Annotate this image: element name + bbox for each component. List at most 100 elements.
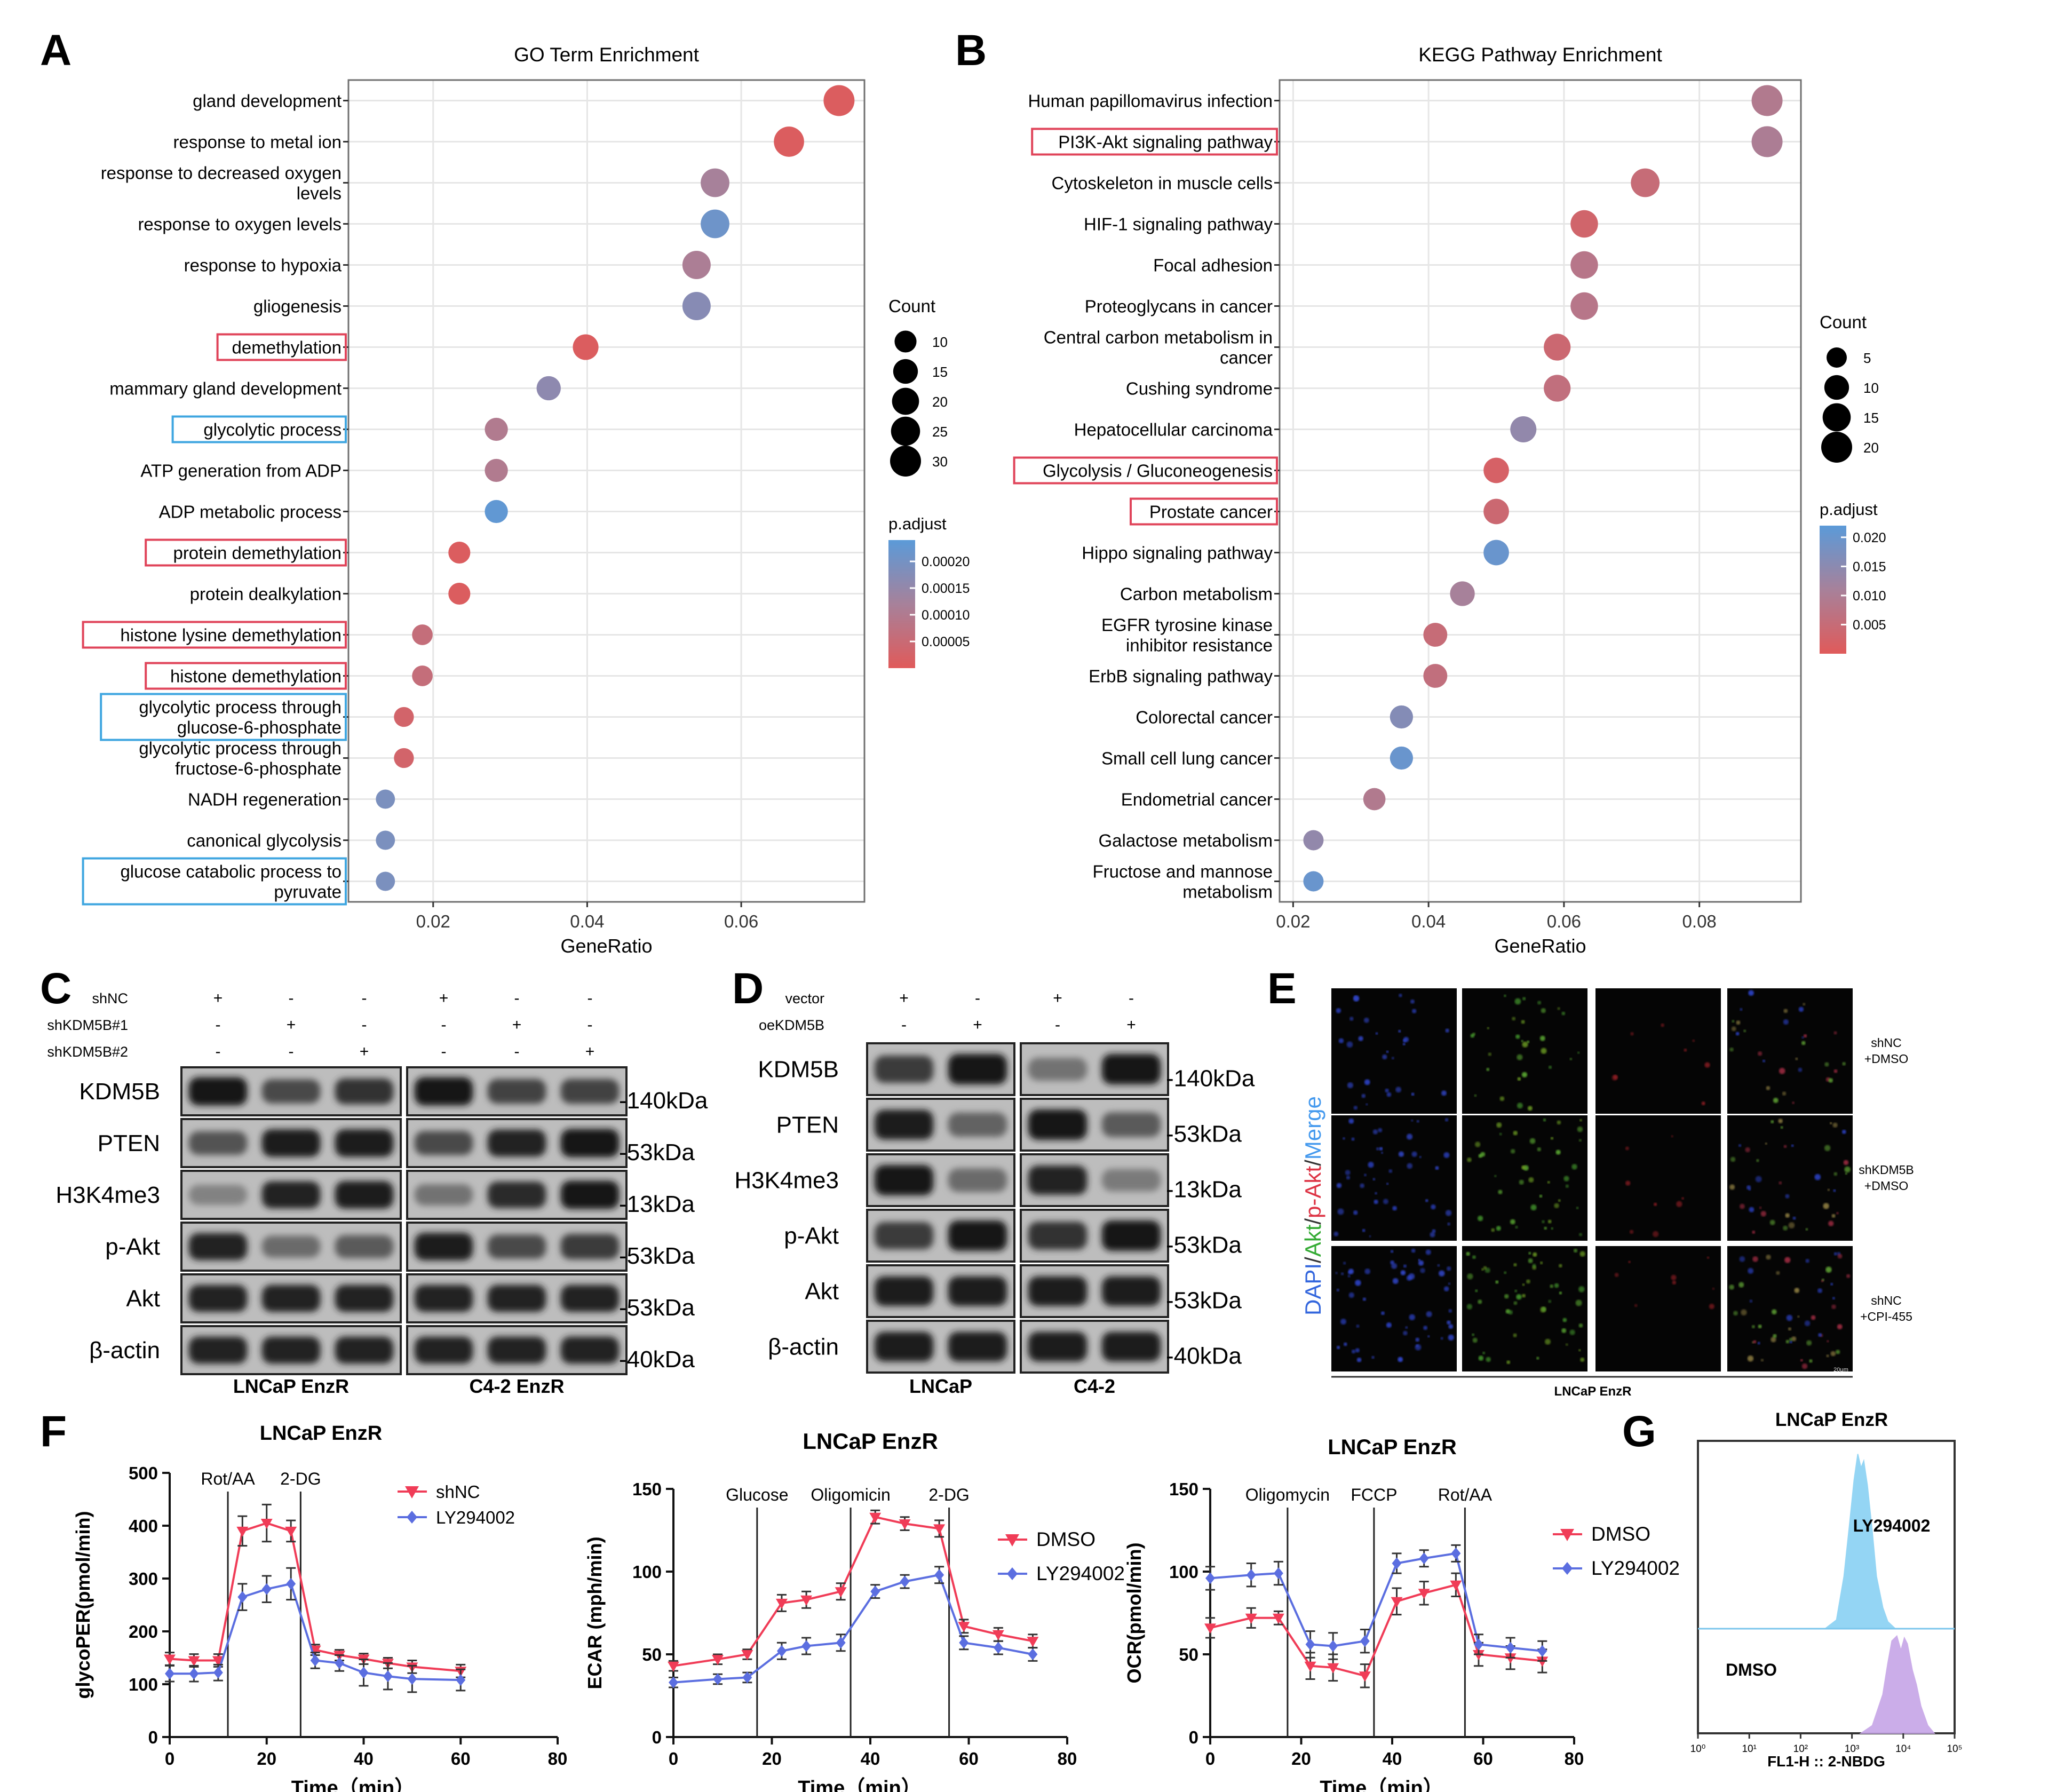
data-point [741, 1650, 753, 1660]
if-signal-speck [1578, 1323, 1583, 1328]
blot-band [335, 1181, 394, 1209]
if-signal-speck [1347, 1274, 1351, 1278]
if-signal-speck [1358, 1036, 1363, 1041]
series-line [1210, 1552, 1543, 1652]
data-point [1303, 871, 1324, 892]
if-signal-speck [1466, 1304, 1473, 1310]
size-legend-label: 15 [932, 364, 948, 380]
data-point [900, 1575, 910, 1588]
color-legend-label: 0.020 [1853, 530, 1886, 545]
kda-label: -53kDa [619, 1295, 695, 1321]
if-signal-speck [1351, 1349, 1356, 1354]
color-legend-label: 0.010 [1853, 589, 1886, 604]
if-signal-speck [1336, 1288, 1339, 1292]
if-signal-speck [1771, 1337, 1776, 1343]
data-point [164, 1654, 176, 1665]
data-point [188, 1656, 200, 1667]
if-signal-speck [1827, 1340, 1829, 1343]
if-signal-speck [1833, 1189, 1836, 1192]
term-label: glucose-6-phosphate [177, 718, 342, 738]
data-point [1028, 1648, 1038, 1660]
protein-label: PTEN [98, 1130, 160, 1156]
term-label: glycolytic process through [139, 739, 342, 758]
if-signal-speck [1741, 1309, 1747, 1316]
if-signal-speck [1372, 1178, 1376, 1181]
if-signal-speck [1747, 1355, 1754, 1362]
if-signal-speck [1381, 1152, 1384, 1154]
if-signal-speck [1361, 1093, 1366, 1098]
term-label: glycolytic process [203, 420, 342, 440]
if-signal-speck [1477, 1215, 1483, 1222]
if-signal-speck [1494, 1175, 1497, 1178]
data-point [1392, 1557, 1402, 1569]
blot-band [335, 1129, 394, 1157]
y-tick-label: 50 [1179, 1645, 1198, 1664]
if-signal-speck [1522, 1294, 1526, 1298]
x-tick-label: 0 [1205, 1749, 1215, 1769]
if-signal-speck [1409, 1314, 1415, 1321]
data-point [165, 1668, 174, 1680]
if-signal-speck [1818, 1333, 1822, 1337]
if-signal-speck [1488, 1052, 1492, 1056]
if-signal-speck [1356, 1357, 1362, 1362]
data-point [992, 1630, 1004, 1640]
if-signal-speck [1487, 1027, 1489, 1029]
data-point [899, 1519, 911, 1530]
if-signal-speck [1474, 1141, 1481, 1147]
if-signal-speck [1499, 1132, 1502, 1136]
if-signal-speck [1411, 1248, 1416, 1253]
blot-band [414, 1233, 473, 1260]
if-signal-speck [1395, 1087, 1401, 1093]
if-signal-speck [1776, 1271, 1780, 1275]
term-label: fructose-6-phosphate [175, 759, 342, 779]
if-signal-speck [1483, 1266, 1487, 1270]
data-point [456, 1674, 466, 1686]
highlight-box [145, 538, 347, 567]
condition-mark: - [441, 1043, 447, 1060]
if-signal-speck [1513, 1263, 1517, 1267]
if-signal-speck [1830, 1282, 1833, 1286]
size-legend-dot [1827, 347, 1847, 368]
if-signal-speck [1692, 1039, 1695, 1042]
if-signal-speck [1625, 1146, 1629, 1151]
blot-band [1028, 1109, 1087, 1140]
size-legend-label: 15 [1863, 410, 1879, 426]
if-signal-speck [1512, 1017, 1516, 1021]
data-point [286, 1577, 296, 1590]
y-tick-label: 150 [632, 1479, 662, 1499]
if-signal-speck [1336, 1345, 1340, 1350]
highlight-box [145, 662, 347, 690]
term-label: response to oxygen levels [138, 215, 342, 234]
if-signal-speck [1804, 1320, 1811, 1327]
data-point [236, 1526, 249, 1537]
x-tick-label: 40 [861, 1749, 880, 1769]
term-label: Endometrial cancer [1121, 790, 1273, 810]
if-signal-speck [1445, 1210, 1452, 1216]
if-signal-speck [1336, 1008, 1341, 1013]
data-point [485, 458, 508, 482]
blot-band [874, 1055, 934, 1083]
blot-band [560, 1234, 620, 1259]
data-point [1363, 788, 1386, 811]
stain-label-part: DAPI [1300, 1263, 1325, 1315]
x-tick-label: 60 [959, 1749, 979, 1769]
blot-band [1028, 1331, 1087, 1362]
if-signal-speck [1766, 1254, 1771, 1260]
x-tick-label: 10⁰ [1690, 1743, 1706, 1755]
blot-band [188, 1336, 248, 1364]
if-signal-speck [1789, 1341, 1792, 1344]
legend-marker [1560, 1529, 1574, 1541]
data-point [448, 541, 471, 564]
blot-band [874, 1222, 934, 1250]
if-signal-speck [1753, 1340, 1757, 1344]
data-point [1505, 1642, 1515, 1654]
if-signal-speck [1376, 1147, 1379, 1151]
glycoper-line-chart: LNCaP EnzR 0 100 200 300 400 500 0 20 40 60 80 Time（… [72, 1422, 567, 1792]
data-point [800, 1595, 813, 1606]
if-signal-speck [1372, 1129, 1378, 1135]
data-point [1483, 457, 1509, 483]
data-point [189, 1668, 199, 1680]
if-signal-speck [1447, 1222, 1450, 1226]
if-signal-speck [1836, 1212, 1839, 1215]
data-point [1418, 1589, 1430, 1599]
